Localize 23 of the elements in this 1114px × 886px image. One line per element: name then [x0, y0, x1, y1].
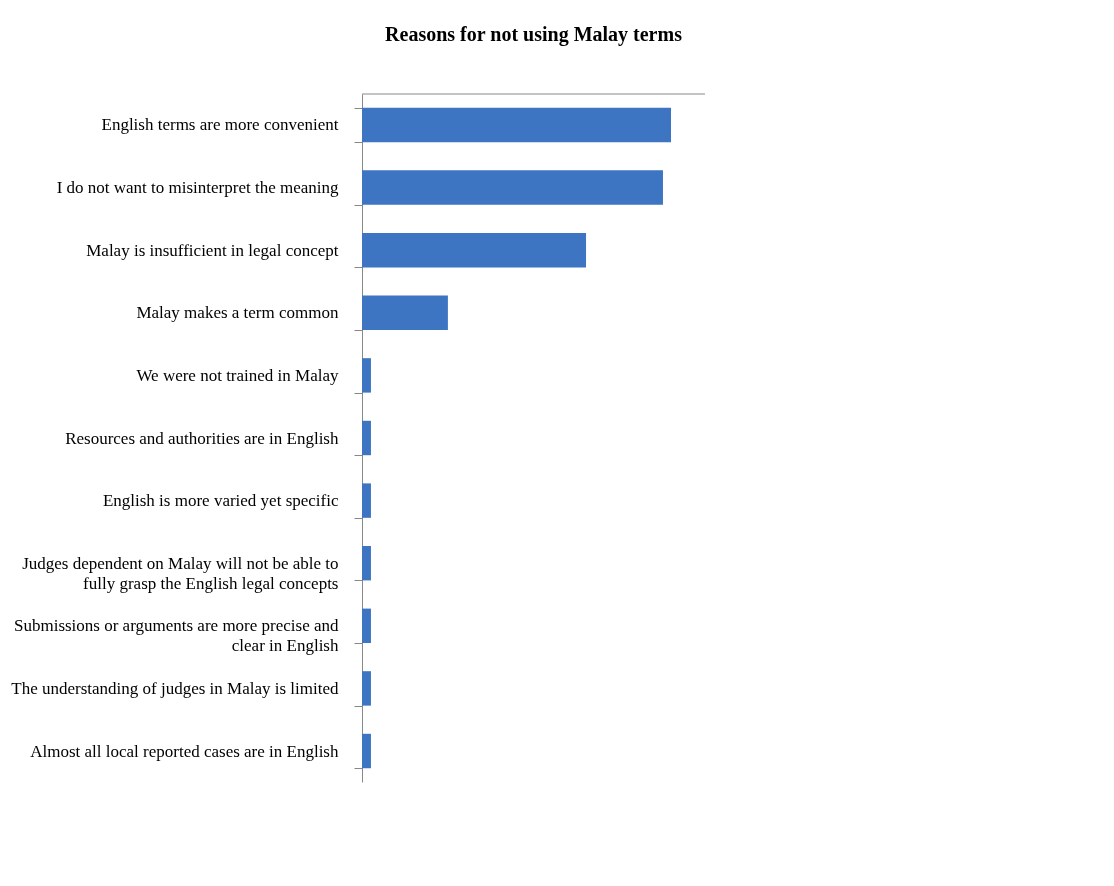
- bar: [362, 358, 371, 393]
- bar: [362, 671, 371, 706]
- bar: [362, 483, 371, 518]
- y-tick-label: Resources and authorities are in English: [65, 428, 339, 448]
- bar: [362, 107, 672, 143]
- bar: [362, 608, 371, 644]
- y-tick-label: Malay is insufficient in legal concept: [86, 240, 339, 260]
- chart-title: Reasons for not using Malay terms: [385, 23, 683, 46]
- y-tick-label: We were not trained in Malay: [136, 365, 339, 385]
- y-tick-label: Judges dependent on Malay will not be able to fully grasp the English legal concepts: [22, 553, 339, 593]
- bar: [362, 170, 663, 205]
- y-tick-label: Almost all local reported cases are in English: [30, 741, 339, 761]
- bar: [362, 733, 371, 769]
- bar: [362, 232, 587, 268]
- bar: [362, 420, 371, 456]
- y-tick-label: Malay makes a term common: [136, 303, 339, 323]
- bar: [362, 545, 371, 581]
- y-tick-label: The understanding of judges in Malay is limited: [11, 678, 339, 698]
- y-tick-label: English is more varied yet specific: [102, 491, 339, 511]
- y-tick-label: Submissions or arguments are more precise and clear in English: [13, 616, 339, 656]
- y-tick-label: I do not want to misinterpret the meaning: [56, 178, 339, 198]
- y-tick-label: English terms are more convenient: [101, 115, 339, 135]
- bar: [362, 295, 448, 331]
